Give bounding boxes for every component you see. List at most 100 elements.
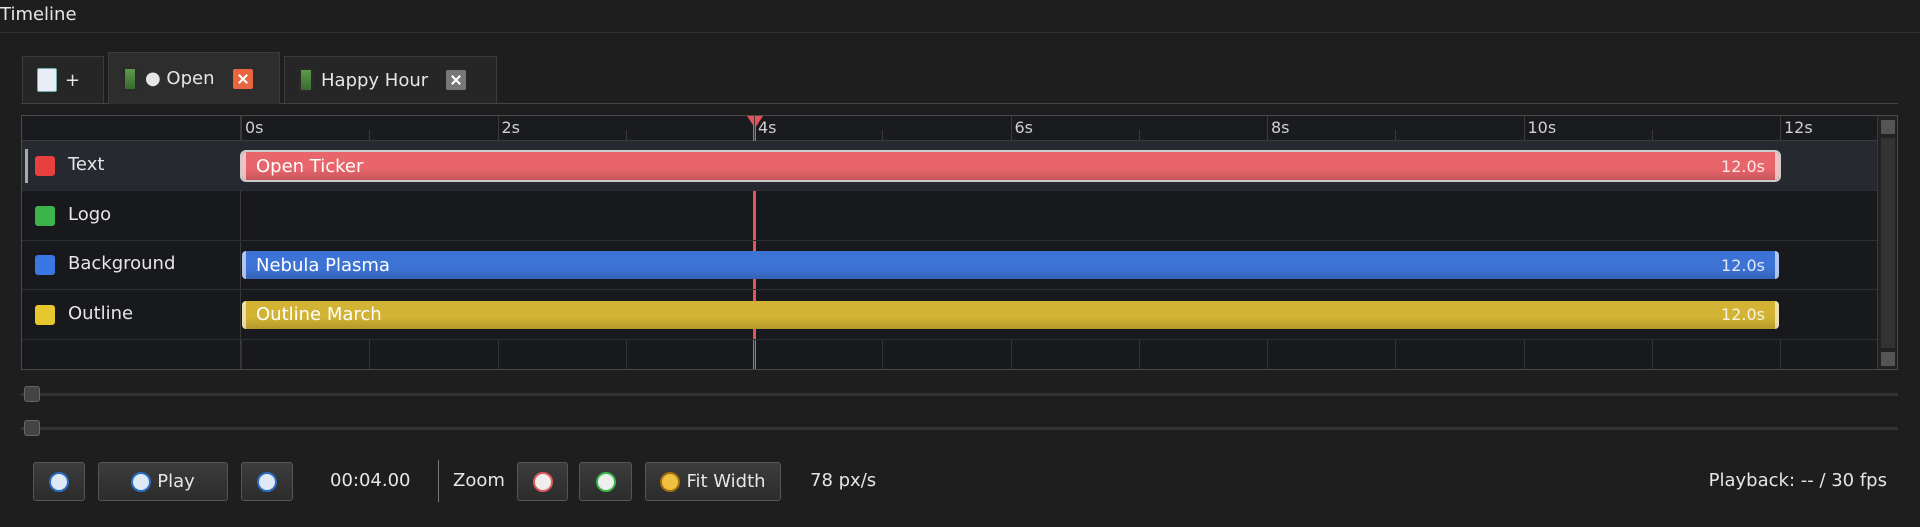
icon: [595, 471, 616, 492]
grid-line: [1138, 130, 1140, 141]
clip[interactable]: Open Ticker 12.0s: [240, 150, 1781, 182]
scroll-thumb[interactable]: [1881, 138, 1895, 348]
ruler-label: 12s: [1784, 118, 1813, 137]
playhead[interactable]: [753, 116, 756, 369]
panel-title: Timeline: [0, 4, 77, 25]
prev-button[interactable]: [33, 462, 85, 501]
icon: [257, 471, 277, 492]
track-color: [35, 304, 55, 325]
tab-line: [21, 103, 1898, 104]
fit-width-button[interactable]: Fit Width: [645, 462, 781, 501]
clip[interactable]: Nebula Plasma 12.0s: [242, 251, 1779, 279]
clip-name: Nebula Plasma: [256, 254, 390, 276]
track-color: [35, 205, 55, 226]
track-row[interactable]: Logo: [22, 191, 1877, 241]
clip-duration: 12.0s: [1721, 156, 1765, 176]
zoom-in-button[interactable]: [579, 462, 632, 501]
grid-line: [1523, 116, 1525, 141]
icon: [49, 471, 69, 492]
film-icon: [123, 66, 137, 91]
film-icon: [299, 68, 313, 92]
track-color: [35, 156, 55, 176]
grid-line: [1395, 339, 1397, 369]
grid-line: [1651, 339, 1653, 369]
tab-new[interactable]: +: [22, 56, 104, 103]
scroll-down[interactable]: [1881, 352, 1895, 366]
grid-line: [1010, 339, 1012, 369]
h-slider[interactable]: [21, 427, 1898, 430]
h-slider[interactable]: [21, 393, 1898, 396]
tab-happy-hour[interactable]: Happy Hour: [284, 56, 497, 103]
clip-duration: 12.0s: [1721, 305, 1765, 324]
grid-line: [497, 339, 499, 369]
zoom-label: Zoom: [453, 470, 505, 491]
track-name: Logo: [68, 203, 112, 225]
grid-line: [1780, 116, 1781, 141]
new-icon: [37, 68, 57, 92]
track-row[interactable]: Text Open Ticker 12.0s: [22, 141, 1877, 191]
separator: [438, 460, 439, 502]
ruler: 0s 2s 4s 6s 8s 10s 12s: [22, 116, 1877, 141]
grid-line: [1395, 130, 1397, 141]
tab-label: +: [65, 69, 81, 91]
next-button[interactable]: [241, 462, 293, 501]
tab-close[interactable]: [446, 70, 467, 90]
clip-name: Open Ticker: [256, 155, 364, 177]
slider-handle[interactable]: [24, 386, 40, 402]
track-name: Background: [68, 253, 176, 274]
grid-line: [369, 339, 371, 369]
playhead-handle[interactable]: [747, 116, 763, 128]
grid-line: [1523, 339, 1525, 369]
grid-line: [241, 116, 242, 141]
panel-frame: [0, 32, 1920, 527]
ruler-label: 6s: [1014, 118, 1034, 137]
empty-row-line: [22, 339, 1877, 340]
tab-label: ● Open: [145, 68, 215, 89]
label-divider: [240, 116, 241, 369]
grid-line: [625, 130, 627, 141]
ruler-label: 8s: [1271, 118, 1290, 137]
play-button[interactable]: Play: [98, 462, 228, 501]
tab-close[interactable]: [232, 68, 253, 89]
grid-line: [369, 130, 371, 141]
button-label: Play: [157, 471, 195, 492]
scroll-up[interactable]: [1881, 120, 1895, 134]
zoom-scale: 78 px/s: [810, 470, 877, 491]
clip[interactable]: Outline March 12.0s: [242, 300, 1779, 329]
track-row[interactable]: Outline Outline March 12.0s: [22, 290, 1877, 340]
timeline-area: 0s 2s 4s 6s 8s 10s 12s Text Open Ticker 12.0s Log…: [21, 115, 1898, 370]
icon: [532, 471, 553, 492]
timecode: 00:04.00: [330, 470, 411, 491]
icon: [131, 471, 152, 492]
selection-bar: [25, 149, 28, 183]
playback-status: Playback: -- / 30 fps: [1708, 470, 1887, 491]
grid-line: [625, 339, 627, 369]
grid-line: [1138, 339, 1140, 369]
tab-label: Happy Hour: [321, 69, 429, 91]
grid-line: [1651, 130, 1653, 141]
tab-open[interactable]: ● Open: [108, 52, 280, 104]
scrollbar[interactable]: [1877, 116, 1897, 369]
ruler-label: 0s: [245, 118, 264, 137]
track-row[interactable]: Background Nebula Plasma 12.0s: [22, 240, 1877, 290]
button-label: Fit Width: [686, 471, 766, 492]
track-name: Outline: [68, 302, 134, 324]
clip-name: Outline March: [256, 304, 382, 325]
grid-line: [1267, 339, 1268, 369]
track-name: Text: [68, 154, 105, 175]
grid-line: [497, 116, 499, 141]
grid-line: [1780, 339, 1781, 369]
ruler-label: 10s: [1527, 118, 1557, 137]
clip-duration: 12.0s: [1721, 255, 1765, 275]
grid-line: [882, 339, 884, 369]
grid-line: [1010, 116, 1012, 141]
grid-line: [241, 339, 242, 369]
ruler-label: 2s: [501, 118, 521, 137]
grid-line: [882, 130, 884, 141]
icon: [660, 471, 681, 492]
grid-line: [754, 116, 755, 141]
grid-line: [754, 339, 755, 369]
zoom-out-button[interactable]: [517, 462, 568, 501]
slider-handle[interactable]: [24, 420, 40, 436]
